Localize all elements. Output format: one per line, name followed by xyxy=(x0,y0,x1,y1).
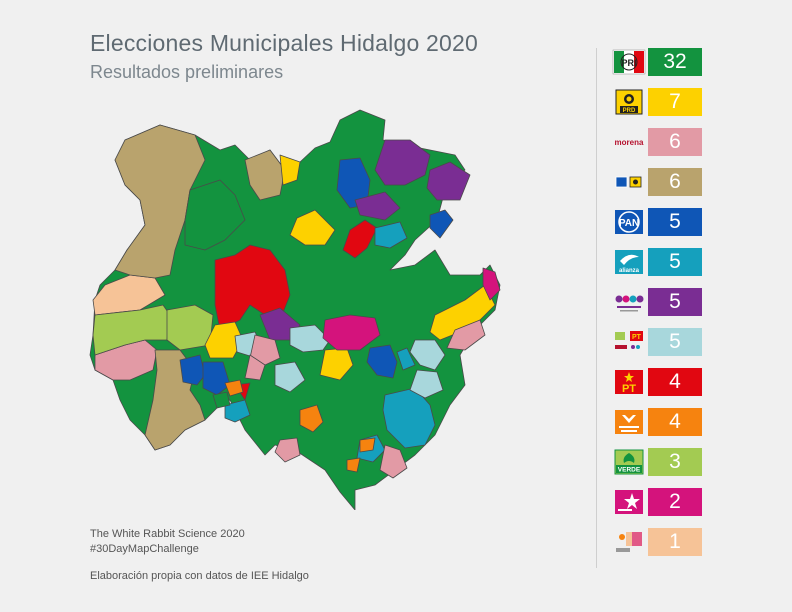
count-podemos: 2 xyxy=(648,488,702,516)
movimiento-ciudadano-logo-icon xyxy=(615,410,643,434)
municipality xyxy=(224,399,251,423)
legend-item-pan-prd: 6 xyxy=(612,168,704,196)
verde-logo-text: VERDE xyxy=(618,467,641,474)
municipality xyxy=(299,404,324,433)
legend-item-nueva-alianza: alianza 5 xyxy=(612,248,704,276)
count-pri: 32 xyxy=(648,48,702,76)
municipality xyxy=(274,361,306,393)
data-source: Elaboración propia con datos de IEE Hida… xyxy=(90,570,309,582)
legend-item-pt-morena: PT 5 xyxy=(612,328,704,356)
count-otro: 1 xyxy=(648,528,702,556)
municipality xyxy=(279,154,301,186)
legend-item-otro: 1 xyxy=(612,528,704,556)
nueva-alianza-logo-icon: alianza xyxy=(615,250,643,274)
count-nueva-alianza: 5 xyxy=(648,248,702,276)
municipality xyxy=(426,161,471,201)
verde-logo-icon: VERDE xyxy=(614,449,644,475)
legend: PRI 32 PRD 7 morena 6 6 PAN xyxy=(612,48,704,568)
morena-logo-icon: morena xyxy=(615,138,644,147)
legend-item-movimiento-ciudadano: 4 xyxy=(612,408,704,436)
municipality xyxy=(92,304,171,356)
legend-item-verde: VERDE 3 xyxy=(612,448,704,476)
count-pt-morena: 5 xyxy=(648,328,702,356)
map-subtitle: Resultados preliminares xyxy=(90,62,284,82)
municipality xyxy=(354,191,401,221)
municipality xyxy=(322,314,381,351)
municipality xyxy=(359,437,376,453)
municipality xyxy=(396,347,416,371)
pt-morena-logo-icon: PT xyxy=(615,331,643,349)
legend-item-morena: morena 6 xyxy=(612,128,704,156)
municipality xyxy=(342,219,378,259)
count-pan: 5 xyxy=(648,208,702,236)
morena-logo-text: morena xyxy=(615,138,644,147)
count-morena: 6 xyxy=(648,128,702,156)
municipality xyxy=(204,321,244,359)
count-prd: 7 xyxy=(648,88,702,116)
count-verde: 3 xyxy=(648,448,702,476)
nueva-alianza-logo-text: alianza xyxy=(619,268,640,274)
municipality xyxy=(374,139,431,186)
count-pt: 4 xyxy=(648,368,702,396)
municipality xyxy=(409,339,446,371)
pan-logo-icon: PAN xyxy=(615,210,643,234)
count-movimiento-ciudadano: 4 xyxy=(648,408,702,436)
municipality xyxy=(366,344,398,379)
credits-challenge: #30DayMapChallenge xyxy=(90,543,199,555)
prd-logo-icon: PRD xyxy=(615,89,643,115)
credits: The White Rabbit Science 2020 #30DayMapC… xyxy=(90,527,245,557)
legend-item-pan: PAN 5 xyxy=(612,208,704,236)
municipality xyxy=(289,209,336,246)
pt-logo-icon: PT xyxy=(615,370,643,395)
municipality xyxy=(274,437,301,463)
municipality xyxy=(409,369,444,399)
pt-morena-logo-text: PT xyxy=(632,334,642,341)
pri-logo-text: PRI xyxy=(621,58,636,68)
municipality xyxy=(446,319,486,351)
hidalgo-map xyxy=(89,109,501,510)
pan-prd-logo-icon xyxy=(615,176,642,188)
encuentro-social-logo-icon xyxy=(615,295,644,312)
municipality xyxy=(482,267,501,301)
otro-logo-icon xyxy=(616,532,642,552)
municipality xyxy=(224,379,244,397)
pt-logo-text: PT xyxy=(622,383,636,395)
count-encuentro-social: 5 xyxy=(648,288,702,316)
credits-author: The White Rabbit Science 2020 xyxy=(90,528,245,540)
municipality xyxy=(179,354,206,386)
count-pan-prd: 6 xyxy=(648,168,702,196)
legend-item-pri: PRI 32 xyxy=(612,48,704,76)
legend-item-prd: PRD 7 xyxy=(612,88,704,116)
legend-item-pt: PT 4 xyxy=(612,368,704,396)
legend-divider xyxy=(596,48,597,568)
map-title: Elecciones Municipales Hidalgo 2020 xyxy=(90,30,479,56)
prd-logo-text: PRD xyxy=(623,108,636,114)
municipality xyxy=(244,149,286,201)
municipality xyxy=(202,361,231,396)
municipality xyxy=(379,444,408,479)
municipality xyxy=(114,124,206,279)
legend-item-encuentro-social: 5 xyxy=(612,288,704,316)
municipality xyxy=(374,221,408,249)
municipality xyxy=(184,179,246,251)
municipality xyxy=(212,391,231,409)
pri-logo-icon: PRI xyxy=(612,49,646,75)
municipality xyxy=(244,354,266,381)
municipality xyxy=(346,457,361,473)
municipality xyxy=(289,324,331,353)
podemos-logo-icon xyxy=(615,490,643,514)
municipality xyxy=(249,334,281,366)
municipality xyxy=(429,209,454,239)
pan-logo-text: PAN xyxy=(619,218,639,229)
legend-item-podemos: 2 xyxy=(612,488,704,516)
